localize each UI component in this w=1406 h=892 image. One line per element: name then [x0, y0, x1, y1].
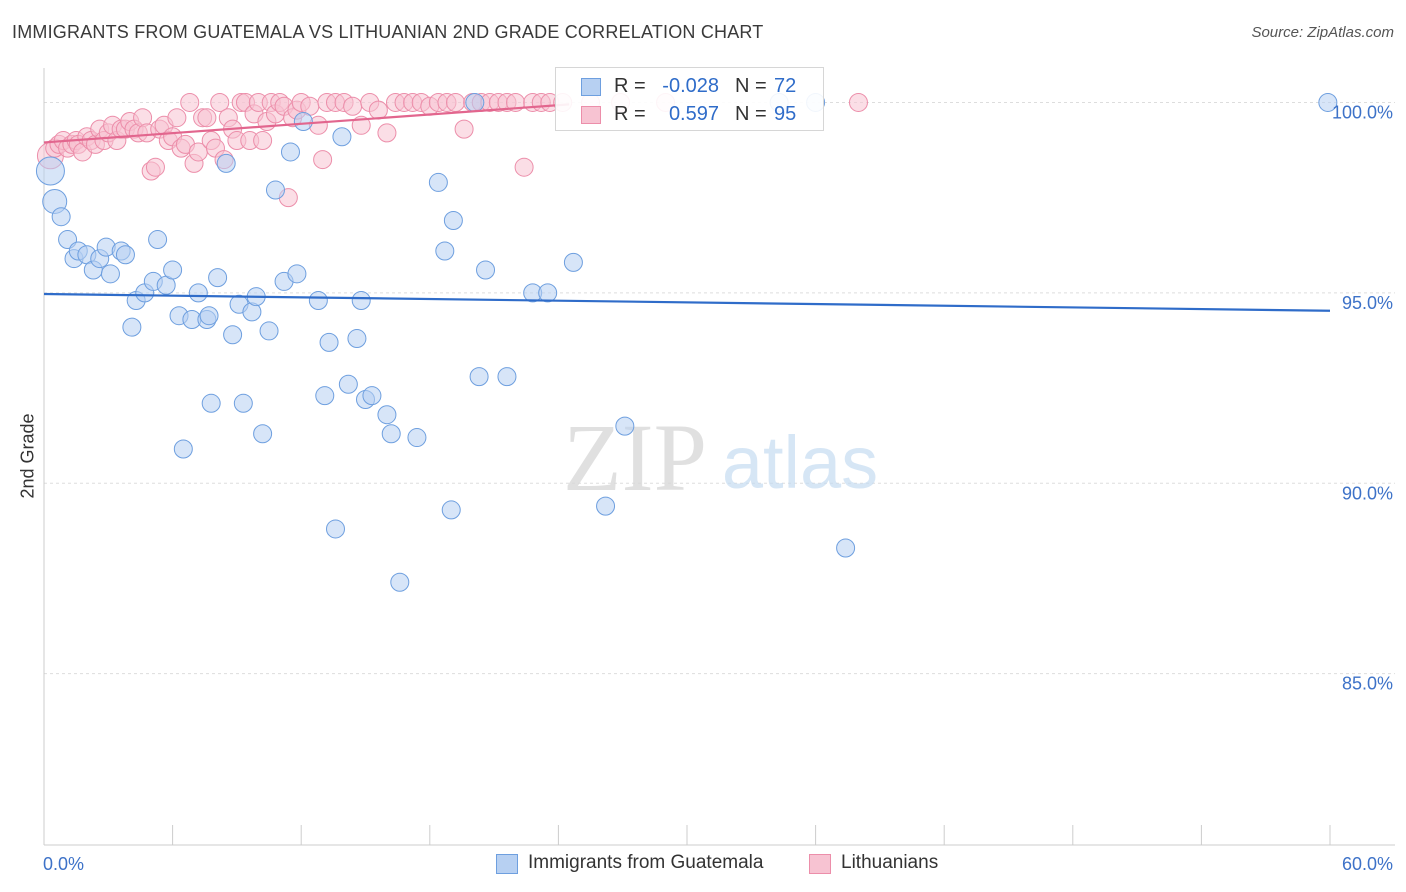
guatemala-point — [435, 241, 455, 261]
lithuanians-point — [313, 150, 333, 170]
legend-r-label: R = — [614, 75, 646, 97]
lithuanians-point — [197, 108, 217, 128]
guatemala-point — [259, 321, 279, 341]
lithuanians-point — [180, 92, 200, 112]
y-tick-label: 100.0% — [1332, 102, 1393, 122]
guatemala-point — [596, 496, 616, 516]
guatemala-point — [362, 386, 382, 406]
legend-n-label: N = — [735, 103, 767, 125]
guatemala-point — [476, 260, 496, 280]
guatemala-point — [497, 367, 517, 387]
lithuanians-point — [343, 96, 363, 116]
guatemala-point — [148, 230, 168, 250]
legend-row-lithuanians: R = 0.597 N = 95 — [556, 100, 823, 128]
guatemala-point — [208, 268, 228, 288]
guatemala-point — [253, 424, 273, 444]
guatemala-point — [122, 317, 142, 337]
legend-swatch-pink — [581, 106, 601, 124]
lithuanians-point — [848, 92, 868, 112]
guatemala-point — [407, 428, 427, 448]
lithuanians-point — [454, 119, 474, 139]
guatemala-point — [100, 264, 120, 284]
legend: R = -0.028 N = 72 R = 0.597 N = 95 — [555, 67, 824, 131]
guatemala-point — [173, 439, 193, 459]
guatemala-point — [115, 245, 135, 265]
grid-layer — [44, 101, 1395, 675]
trend-lines — [43, 103, 1331, 312]
guatemala-point — [563, 252, 583, 272]
bottom-legend-guatemala: Immigrants from Guatemala — [528, 852, 764, 873]
guatemala-points — [35, 92, 1338, 592]
guatemala-point — [163, 260, 183, 280]
guatemala-point — [308, 290, 328, 310]
guatemala-point — [315, 386, 335, 406]
lithuanians-point — [167, 108, 187, 128]
legend-n-value: 95 — [774, 103, 797, 125]
lithuanians-points — [36, 92, 868, 208]
bottom-legend-swatch-blue — [496, 854, 518, 874]
y-tick-label: 85.0% — [1342, 674, 1393, 694]
y-tick-label: 95.0% — [1342, 293, 1393, 313]
guatemala-point — [390, 572, 410, 592]
lithuanians-point — [210, 92, 230, 112]
guatemala-point — [265, 180, 285, 200]
guatemala-point — [538, 283, 558, 303]
lithuanians-point — [368, 100, 388, 120]
guatemala-point — [351, 290, 371, 310]
guatemala-point — [836, 538, 856, 558]
guatemala-point — [615, 416, 635, 436]
lithuanians-point — [253, 131, 273, 151]
guatemala-point — [443, 211, 463, 231]
guatemala-point — [223, 325, 243, 345]
guatemala-point — [188, 283, 208, 303]
guatemala-point — [377, 405, 397, 425]
guatemala-point — [469, 367, 489, 387]
guatemala-point — [347, 329, 367, 349]
guatemala-point — [51, 207, 71, 227]
guatemala-point — [338, 374, 358, 394]
guatemala-point — [216, 153, 236, 173]
watermark-atlas: atlas — [722, 421, 878, 504]
guatemala-point — [325, 519, 345, 539]
y-tick-label: 90.0% — [1342, 483, 1393, 503]
bottom-legend-swatch-pink — [809, 854, 831, 874]
guatemala-point — [233, 393, 253, 413]
legend-r-label: R = — [614, 103, 646, 125]
guatemala-point — [35, 156, 65, 186]
lithuanians-point — [514, 157, 534, 177]
y-tick-labels: 100.0% 95.0% 90.0% 85.0% — [1332, 102, 1393, 693]
guatemala-point — [381, 424, 401, 444]
lithuanians-trend-line — [43, 103, 570, 144]
guatemala-point — [332, 127, 352, 147]
chart-title: IMMIGRANTS FROM GUATEMALA VS LITHUANIAN … — [12, 22, 764, 42]
guatemala-point — [199, 306, 219, 326]
legend-r-value: 0.597 — [668, 103, 719, 125]
guatemala-point — [201, 393, 221, 413]
guatemala-point — [319, 332, 339, 352]
bottom-legend-lithuanians: Lithuanians — [841, 852, 939, 873]
y-axis-label: 2nd Grade — [17, 413, 38, 499]
guatemala-trend-line — [43, 292, 1331, 312]
guatemala-point — [287, 264, 307, 284]
lithuanians-point — [377, 123, 397, 143]
legend-n-label: N = — [735, 75, 767, 97]
lithuanians-point — [446, 92, 466, 112]
x-tick-label-min: 0.0% — [43, 854, 84, 874]
legend-swatch-blue — [581, 78, 601, 96]
axis-layer — [43, 68, 1395, 846]
chart-source: Source: ZipAtlas.com — [1251, 24, 1394, 41]
guatemala-point — [428, 172, 448, 192]
guatemala-point — [293, 112, 313, 132]
legend-row-guatemala: R = -0.028 N = 72 — [556, 72, 823, 100]
guatemala-point — [441, 500, 461, 520]
x-tick-label-max: 60.0% — [1342, 854, 1393, 874]
guatemala-point — [465, 92, 485, 112]
guatemala-point — [1318, 92, 1338, 112]
watermark-zip: ZIP — [563, 404, 707, 511]
lithuanians-point — [145, 157, 165, 177]
legend-n-value: 72 — [774, 75, 797, 97]
legend-r-value: -0.028 — [662, 75, 719, 97]
guatemala-point — [280, 142, 300, 162]
